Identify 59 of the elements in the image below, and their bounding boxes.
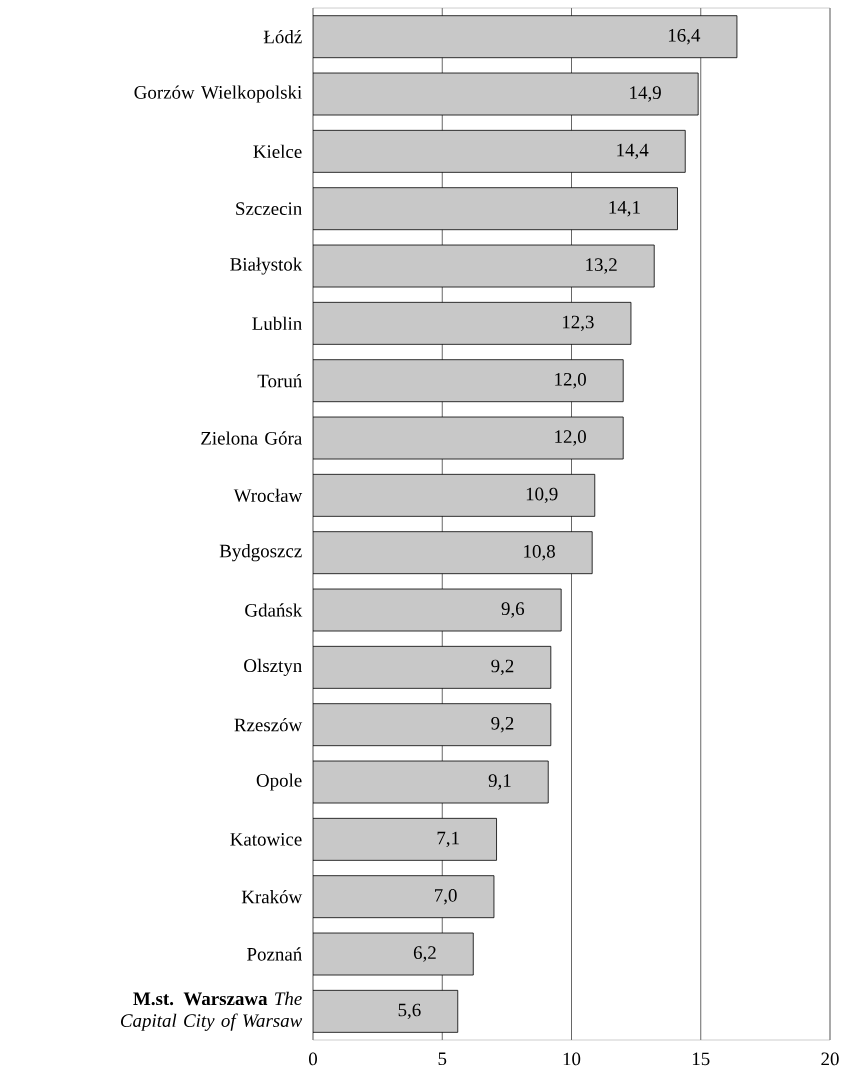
- y-tick-label: Białystok: [230, 257, 303, 275]
- bar: [313, 932, 474, 976]
- y-tick-label: Olsztyn: [244, 658, 302, 676]
- bar: [313, 473, 596, 517]
- bar: [313, 416, 624, 460]
- y-tick-label: Kielce: [253, 144, 302, 159]
- y-tick-label: Rzeszów: [234, 718, 303, 732]
- y-tick-label: Toruń: [257, 374, 302, 388]
- data-label: 14,1: [609, 201, 640, 217]
- data-label: 7,1: [437, 831, 459, 848]
- y-tick-label: M.st. Warszawa The Capital City of Warsaw: [120, 991, 303, 1031]
- x-tick-label: 10: [563, 1052, 581, 1066]
- bar: [313, 645, 552, 689]
- bar: [313, 989, 459, 1033]
- bar: [313, 187, 678, 231]
- data-label: 6,2: [413, 946, 436, 962]
- data-label: 12,3: [562, 315, 594, 332]
- data-label: 14,9: [630, 86, 661, 102]
- bar: [313, 875, 495, 919]
- y-tick-label: Zielona Góra: [201, 431, 302, 445]
- bar: [313, 129, 686, 173]
- x-tick-label: 15: [692, 1052, 710, 1066]
- bar: [313, 588, 562, 632]
- bar: [313, 359, 624, 403]
- bar: [313, 703, 552, 747]
- y-tick-label: Katowice: [230, 832, 302, 846]
- data-label: 9,1: [488, 774, 511, 790]
- x-tick-label: 0: [308, 1052, 317, 1066]
- data-label: 16,4: [668, 28, 701, 45]
- data-label: 9,6: [501, 602, 525, 618]
- y-tick-label: Łódź: [263, 30, 302, 44]
- bar: [313, 531, 593, 575]
- y-tick-label: Bydgoszcz: [219, 544, 302, 562]
- data-label: 9,2: [491, 716, 514, 733]
- bar: [313, 817, 497, 861]
- y-tick-label: Gorzów Wielkopolski: [134, 85, 302, 103]
- data-label: 5,6: [398, 1003, 421, 1020]
- x-tick-label: 20: [821, 1052, 839, 1066]
- bar: [313, 72, 699, 116]
- bar: [313, 244, 655, 288]
- y-tick-label: Kraków: [241, 890, 303, 904]
- y-tick-label: Gdańsk: [245, 603, 303, 617]
- y-tick-label: Szczecin: [236, 202, 302, 216]
- data-label: 7,0: [435, 888, 457, 905]
- y-tick-label: Wrocław: [233, 488, 303, 503]
- y-tick-label: Poznań: [247, 947, 302, 961]
- data-label: 9,2: [491, 659, 514, 676]
- y-tick-label: Lublin: [252, 316, 302, 331]
- data-label: 14,4: [617, 143, 649, 160]
- data-label: 10,8: [524, 544, 555, 561]
- x-tick-label: 5: [438, 1052, 447, 1066]
- bar: [313, 301, 632, 345]
- bar: [313, 760, 549, 804]
- y-tick-label: Opole: [256, 773, 302, 791]
- data-label: 13,2: [586, 258, 617, 274]
- bar: [313, 15, 738, 59]
- data-label: 12,0: [555, 430, 586, 446]
- data-label: 12,0: [555, 372, 586, 389]
- data-label: 10,9: [526, 487, 558, 504]
